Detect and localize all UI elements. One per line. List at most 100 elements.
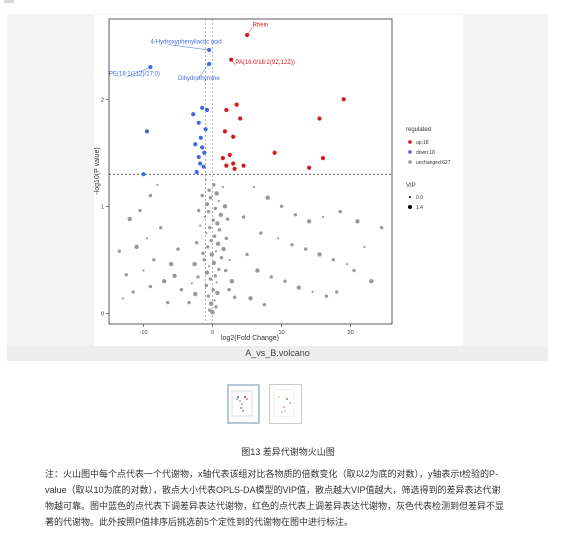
legend-down-swatch — [408, 150, 412, 154]
legend-vip-small — [409, 196, 411, 198]
data-point-unchanged — [311, 290, 314, 293]
data-point-unchanged — [363, 245, 366, 249]
legend-unchanged-swatch — [408, 160, 412, 164]
legend-vip-large-label: 1.4 — [416, 205, 423, 211]
data-point-unchanged — [204, 178, 207, 181]
data-point-unchanged — [187, 300, 191, 305]
data-point-unchanged — [205, 231, 208, 235]
data-point-unchanged — [206, 209, 211, 214]
data-point-unchanged — [222, 204, 228, 209]
data-point-down — [194, 169, 199, 175]
data-point-down — [200, 105, 205, 110]
data-point-unchanged — [214, 250, 218, 253]
data-point-unchanged — [213, 206, 217, 211]
data-point-unchanged — [209, 252, 215, 257]
data-point-unchanged — [317, 252, 322, 257]
annotation-label: PE(18:1(11Z)/17:0) — [109, 72, 160, 78]
data-point-unchanged — [209, 238, 213, 243]
data-point-up — [238, 116, 243, 121]
data-point-unchanged — [213, 274, 217, 278]
data-point-down — [148, 65, 153, 70]
y-tick-label: 0 — [101, 311, 104, 317]
data-point-down — [141, 172, 146, 177]
data-point-down — [144, 129, 150, 134]
data-point-up — [231, 134, 236, 139]
data-point-unchanged — [229, 278, 235, 284]
data-point-unchanged — [208, 301, 214, 306]
data-point-down — [203, 127, 208, 132]
legend-up-label: up:18 — [416, 140, 429, 146]
data-point-down — [198, 135, 203, 140]
data-point-unchanged — [221, 185, 224, 189]
data-point-up — [222, 129, 228, 134]
data-point-up — [224, 107, 229, 113]
data-point-unchanged — [211, 260, 217, 266]
data-point-unchanged — [206, 245, 210, 249]
data-point-unchanged — [269, 275, 273, 279]
data-point-unchanged — [214, 191, 219, 196]
data-point-unchanged — [304, 247, 308, 251]
legend-vip-small-label: 0.0 — [416, 195, 423, 201]
data-point-unchanged — [346, 262, 349, 266]
data-point-unchanged — [211, 288, 215, 292]
legend-vip-title: VIP — [406, 183, 416, 189]
data-point-down — [198, 161, 203, 166]
data-point-up — [227, 152, 232, 158]
data-point-unchanged — [138, 208, 142, 213]
data-point-unchanged — [217, 267, 221, 272]
data-point-unchanged — [204, 201, 210, 207]
data-point-unchanged — [224, 236, 229, 241]
y-tick-label: 1 — [101, 204, 104, 210]
data-point-unchanged — [228, 258, 231, 261]
data-point-down — [201, 164, 206, 169]
data-point-unchanged — [277, 237, 280, 240]
data-point-up — [320, 156, 326, 161]
data-point-unchanged — [196, 275, 200, 279]
data-point-unchanged — [192, 261, 197, 267]
data-point-up — [244, 32, 250, 38]
data-point-unchanged — [221, 246, 226, 252]
data-point-down — [202, 150, 207, 155]
data-point-unchanged — [194, 240, 199, 245]
data-point-unchanged — [207, 265, 211, 268]
data-point-unchanged — [245, 252, 249, 257]
data-point-unchanged — [134, 244, 139, 250]
y-axis-label: -log10(P value) — [94, 147, 101, 194]
x-tick-label: -10 — [140, 330, 148, 336]
data-point-unchanged — [324, 294, 329, 298]
data-point-unchanged — [200, 193, 204, 198]
data-point-unchanged — [179, 288, 184, 292]
thumbnail-volcano-2[interactable] — [269, 384, 302, 424]
data-point-unchanged — [148, 193, 153, 198]
thumbnail-2-preview — [273, 389, 295, 418]
plot-panel — [108, 18, 393, 325]
data-point-unchanged — [379, 225, 384, 230]
x-tick-label: 0 — [211, 330, 214, 336]
data-point-up — [341, 97, 346, 102]
data-point-unchanged — [202, 258, 206, 262]
data-point-up — [232, 166, 237, 171]
data-point-unchanged — [321, 215, 325, 219]
data-point-unchanged — [335, 290, 339, 294]
data-point-down — [204, 107, 210, 113]
data-point-unchanged — [338, 209, 342, 214]
x-tick-label: 10 — [278, 330, 284, 336]
data-point-up — [241, 163, 246, 168]
data-point-down — [196, 120, 201, 125]
annotation-leader-line — [230, 59, 236, 66]
data-point-unchanged — [262, 303, 267, 307]
data-point-unchanged — [193, 291, 198, 297]
thumbnail-1-preview — [231, 390, 253, 417]
volcano-plot-image[interactable]: Rhein PA(16:0/18:2(9Z,12Z)) 4-Hydroxypheny… — [94, 15, 463, 346]
thumbnail-volcano-1[interactable] — [227, 384, 260, 424]
data-point-unchanged — [172, 273, 177, 279]
x-tick-label: 20 — [348, 330, 354, 336]
data-point-unchanged — [352, 268, 356, 273]
data-point-unchanged — [165, 300, 170, 305]
data-point-unchanged — [355, 219, 360, 224]
data-point-up — [231, 161, 236, 166]
data-point-unchanged — [227, 288, 231, 292]
annotation-label: 4-Hydroxyphenyllactic acid — [150, 40, 221, 46]
data-point-unchanged — [241, 215, 246, 219]
image-caption: A_vs_B.volcano — [7, 346, 548, 361]
